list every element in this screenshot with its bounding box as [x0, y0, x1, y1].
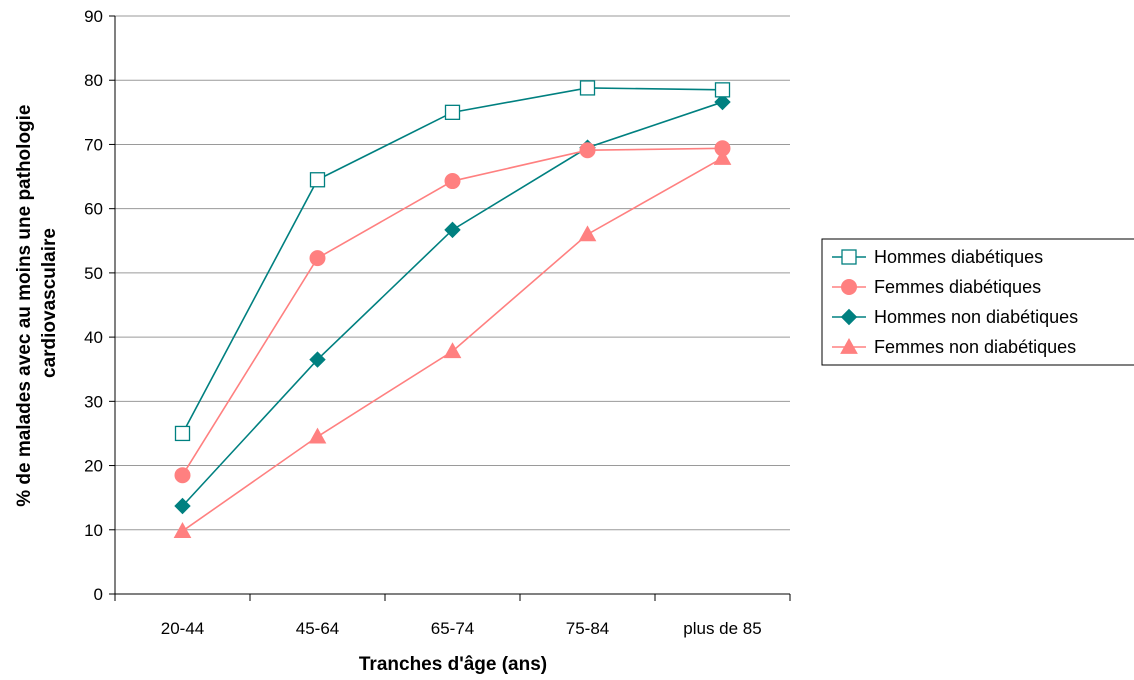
data-point: [174, 425, 191, 442]
legend-label: Femmes diabétiques: [874, 277, 1041, 297]
x-tick-label: plus de 85: [683, 619, 761, 638]
legend-item: Femmes non diabétiques: [832, 337, 1076, 357]
legend-marker: [841, 279, 857, 295]
legend-box: [821, 238, 1134, 366]
data-point: [713, 148, 732, 165]
axes: 0 10 20 30 40 50 60 70 80 90 20-44 45-64 65-74 75-84 p…: [84, 7, 791, 638]
series-2: [174, 140, 731, 484]
y-axis-title-line-2: cardiovasculaire: [39, 228, 60, 378]
x-tick-label: 45-64: [296, 619, 339, 638]
data-point: [309, 250, 326, 267]
legend-marker: [840, 308, 858, 326]
gridlines: [115, 15, 790, 531]
series-4: [173, 148, 732, 538]
data-point: [714, 93, 731, 111]
series-1: [174, 80, 731, 442]
y-tick-label: 50: [84, 264, 103, 283]
series-line: [181, 147, 723, 476]
series-3: [174, 93, 731, 515]
data-point: [714, 82, 731, 98]
y-tick-label: 20: [84, 457, 103, 476]
y-axis-title: % de malades avec au moins une pathologi…: [14, 99, 60, 507]
x-tick-label: 20-44: [161, 619, 204, 638]
data-point: [443, 342, 462, 359]
legend: Hommes diabétiques Femmes diabétiques Homm…: [821, 238, 1134, 366]
data-point: [444, 173, 461, 190]
y-tick-label: 80: [84, 71, 103, 90]
legend-label: Hommes non diabétiques: [874, 307, 1078, 327]
legend-item: Hommes diabétiques: [832, 247, 1043, 267]
x-tick-label: 75-84: [566, 619, 609, 638]
y-tick-label: 60: [84, 200, 103, 219]
y-tick-label: 40: [84, 328, 103, 347]
data-point: [444, 221, 461, 239]
y-tick-label: 30: [84, 392, 103, 411]
data-point: [174, 497, 191, 515]
y-tick-label: 90: [84, 7, 103, 26]
data-point: [309, 351, 326, 368]
legend-marker: [840, 337, 858, 354]
y-tick-label: 0: [94, 585, 103, 604]
data-point: [579, 142, 596, 159]
y-axis-title-line-1: % de malades avec au moins une pathologi…: [14, 104, 35, 506]
x-axis-title: Tranches d'âge (ans): [359, 654, 547, 675]
data-point: [578, 225, 597, 242]
series-line: [181, 101, 723, 507]
legend-item: Hommes non diabétiques: [832, 307, 1078, 327]
legend-label: Femmes non diabétiques: [874, 337, 1076, 357]
legend-marker: [841, 249, 857, 265]
series-group: [173, 80, 732, 538]
data-point: [174, 467, 191, 484]
legend-label: Hommes diabétiques: [874, 247, 1043, 267]
data-point: [309, 172, 326, 188]
y-tick-label: 70: [84, 135, 103, 154]
legend-item: Femmes diabétiques: [832, 277, 1041, 297]
data-point: [173, 522, 192, 538]
data-point: [444, 104, 461, 120]
series-line: [181, 87, 723, 434]
y-tick-label: 10: [84, 521, 103, 540]
x-tick-label: 65-74: [431, 619, 474, 638]
data-point: [308, 427, 327, 444]
data-point: [714, 140, 731, 157]
data-point: [579, 80, 596, 96]
